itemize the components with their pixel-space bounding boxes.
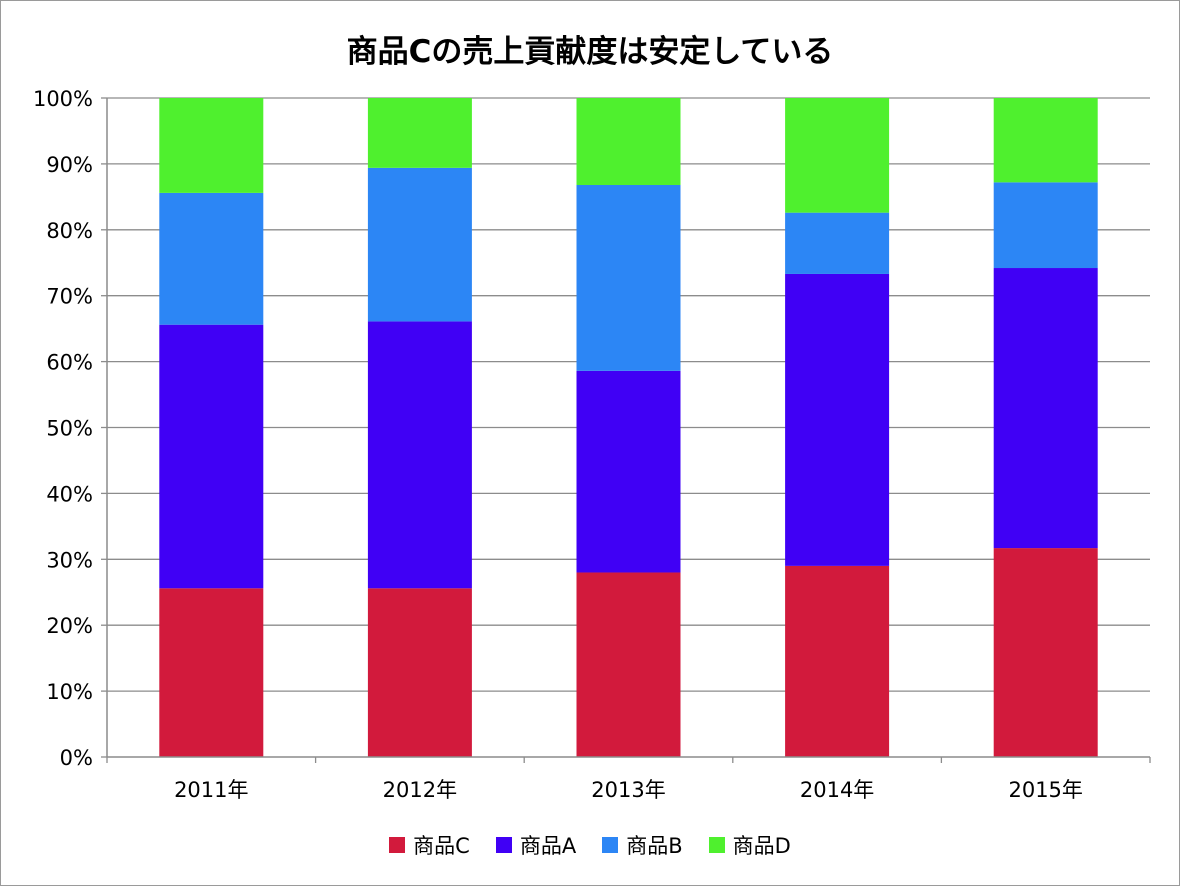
bar-segment [367, 588, 472, 757]
legend-label: 商品C [413, 834, 470, 858]
x-tick-label: 2014年 [800, 778, 874, 802]
legend-item: 商品B [602, 830, 683, 860]
bar-segment [993, 182, 1098, 269]
bar-segment [785, 565, 890, 757]
y-tick-label: 100% [33, 87, 93, 111]
legend-label: 商品A [519, 834, 577, 858]
y-tick-label: 20% [46, 614, 93, 638]
chart-title: 商品Cの売上貢献度は安定している [346, 34, 834, 70]
legend-item: 商品A [495, 830, 577, 860]
x-tick-label: 2011年 [174, 778, 248, 802]
legend-label: 商品B [626, 834, 683, 858]
x-tick-label: 2015年 [1008, 778, 1082, 802]
chart-legend: 商品C 商品A 商品B 商品D [0, 830, 1180, 860]
bar-segment [576, 98, 681, 185]
legend-label: 商品D [732, 834, 791, 858]
legend-item: 商品D [708, 830, 791, 860]
y-tick-label: 60% [46, 351, 93, 375]
y-tick-label: 70% [46, 285, 93, 309]
bar-segment [576, 370, 681, 573]
legend-item: 商品C [389, 830, 470, 860]
bar-segment [367, 98, 472, 168]
bar-segment [159, 324, 264, 589]
x-tick-label: 2013年 [591, 778, 665, 802]
legend-swatch [602, 837, 619, 853]
bar-segment [576, 572, 681, 757]
y-tick-label: 90% [46, 153, 93, 177]
y-tick-label: 50% [46, 417, 93, 441]
bar-segment [159, 98, 264, 193]
bar-segment [576, 184, 681, 371]
bar-segment [159, 588, 264, 757]
legend-swatch [708, 837, 725, 853]
bar-segment [993, 268, 1098, 549]
bar-segment [785, 98, 890, 213]
y-tick-label: 10% [46, 680, 93, 704]
bar-segment [993, 548, 1098, 757]
bar-segment [785, 273, 890, 566]
legend-swatch [389, 837, 406, 853]
bar-segment [159, 192, 264, 325]
bar-segment [367, 321, 472, 589]
bar-segment [367, 167, 472, 322]
bar-segment [993, 98, 1098, 183]
y-tick-label: 30% [46, 548, 93, 572]
legend-swatch [495, 837, 512, 853]
bar-segment [785, 212, 890, 274]
x-tick-label: 2012年 [383, 778, 457, 802]
y-tick-label: 80% [46, 219, 93, 243]
y-tick-label: 40% [46, 482, 93, 506]
y-tick-label: 0% [60, 746, 93, 770]
